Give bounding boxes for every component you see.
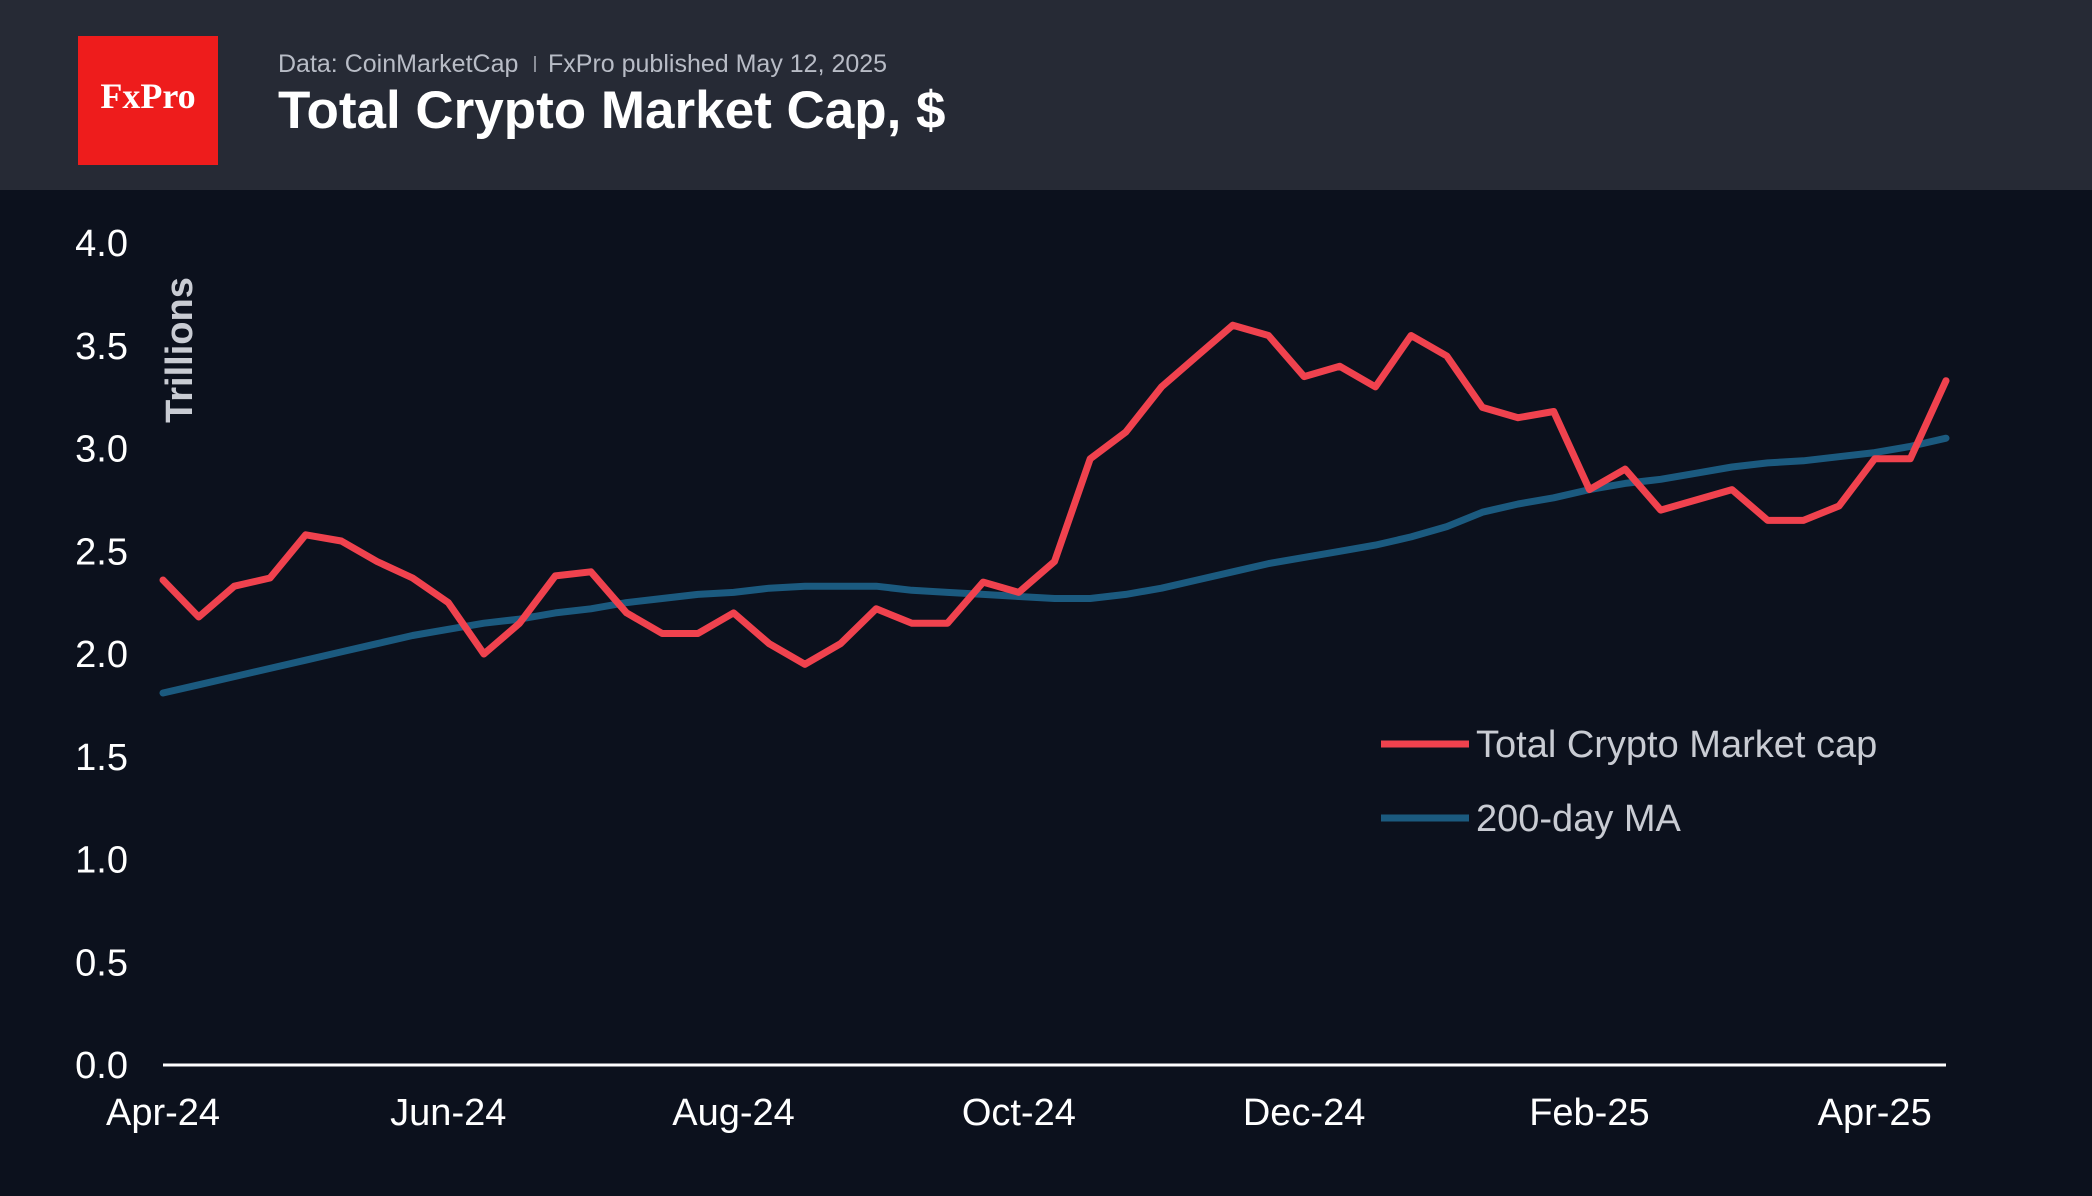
y-axis-label: Trillions bbox=[159, 277, 201, 423]
x-tick-label: Oct-24 bbox=[962, 1092, 1076, 1134]
chart-title: Total Crypto Market Cap, $ bbox=[278, 81, 946, 140]
x-tick-label: Apr-25 bbox=[1818, 1092, 1932, 1134]
header bbox=[0, 0, 2092, 190]
x-tick-label: Jun-24 bbox=[390, 1092, 506, 1134]
series-line bbox=[159, 321, 1950, 668]
x-tick-label: Apr-24 bbox=[106, 1092, 220, 1134]
y-tick-label: 4.0 bbox=[75, 223, 128, 265]
series-line bbox=[159, 434, 1950, 697]
y-tick-label: 0.5 bbox=[75, 942, 128, 984]
y-tick-label: 2.0 bbox=[75, 634, 128, 676]
source: Data: CoinMarketCap bbox=[278, 50, 518, 78]
x-tick-label: Feb-25 bbox=[1529, 1092, 1649, 1134]
logo-text: FxPro bbox=[100, 76, 195, 116]
x-tick-label: Aug-24 bbox=[672, 1092, 795, 1134]
legend-label: 200-day MA bbox=[1476, 798, 1682, 840]
published: FxPro published May 12, 2025 bbox=[548, 50, 887, 78]
y-tick-label: 3.5 bbox=[75, 326, 128, 368]
y-tick-label: 1.0 bbox=[75, 840, 128, 882]
y-tick-label: 2.5 bbox=[75, 531, 128, 573]
y-tick-label: 0.0 bbox=[75, 1045, 128, 1087]
y-tick-label: 3.0 bbox=[75, 429, 128, 471]
y-tick-label: 1.5 bbox=[75, 737, 128, 779]
legend-label: Total Crypto Market cap bbox=[1476, 724, 1877, 766]
x-tick-label: Dec-24 bbox=[1243, 1092, 1366, 1134]
logo bbox=[78, 36, 218, 165]
